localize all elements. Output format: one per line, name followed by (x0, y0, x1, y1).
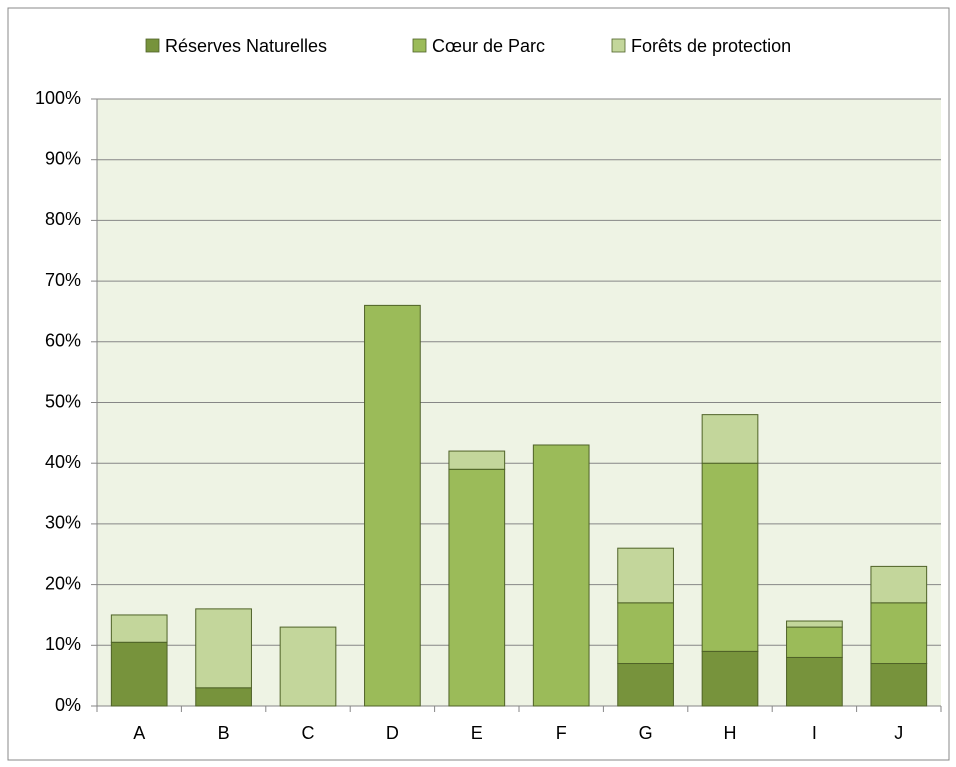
bar-segment (448, 450, 506, 470)
y-tick-label: 100% (35, 88, 81, 108)
bar-segment (701, 462, 759, 652)
y-tick-label: 70% (45, 270, 81, 290)
y-tick-label: 80% (45, 209, 81, 229)
legend-swatch (611, 38, 626, 53)
x-tick-label: H (724, 723, 737, 743)
x-tick-label: E (471, 723, 483, 743)
bar-segment (195, 687, 252, 707)
bar-segment (110, 641, 168, 707)
bar-segment (786, 656, 843, 707)
bar-segment (870, 565, 928, 604)
bar-segment (701, 414, 759, 464)
x-tick-label: F (556, 723, 567, 743)
bar-segment (110, 614, 168, 643)
y-tick-label: 40% (45, 452, 81, 472)
bar-segment (195, 608, 252, 689)
bar-segment (364, 304, 421, 707)
bar-segment (448, 468, 506, 707)
bar-segment (701, 650, 759, 707)
legend-label: Forêts de protection (631, 36, 791, 56)
bar-segment (617, 602, 674, 665)
x-tick-label: D (386, 723, 399, 743)
bar-segment (617, 547, 674, 604)
y-tick-label: 30% (45, 513, 81, 533)
legend-swatch (412, 38, 427, 53)
bar-segment (870, 663, 928, 707)
y-tick-label: 10% (45, 634, 81, 654)
x-tick-label: C (302, 723, 315, 743)
legend-swatch (145, 38, 160, 53)
y-tick-label: 20% (45, 573, 81, 593)
y-tick-label: 90% (45, 148, 81, 168)
x-tick-label: G (639, 723, 653, 743)
bar-segment (617, 663, 674, 707)
bar-segment (532, 444, 590, 707)
legend-label: Réserves Naturelles (165, 36, 327, 56)
y-tick-label: 50% (45, 391, 81, 411)
bar-segment (786, 620, 843, 628)
y-tick-label: 60% (45, 331, 81, 351)
bar-segment (279, 626, 337, 707)
y-tick-label: 0% (55, 695, 81, 715)
x-tick-label: A (133, 723, 145, 743)
x-tick-label: I (812, 723, 817, 743)
bar-segment (870, 602, 928, 665)
legend-label: Cœur de Parc (432, 36, 545, 56)
bar-segment (786, 626, 843, 658)
x-tick-label: J (894, 723, 903, 743)
x-tick-label: B (218, 723, 230, 743)
